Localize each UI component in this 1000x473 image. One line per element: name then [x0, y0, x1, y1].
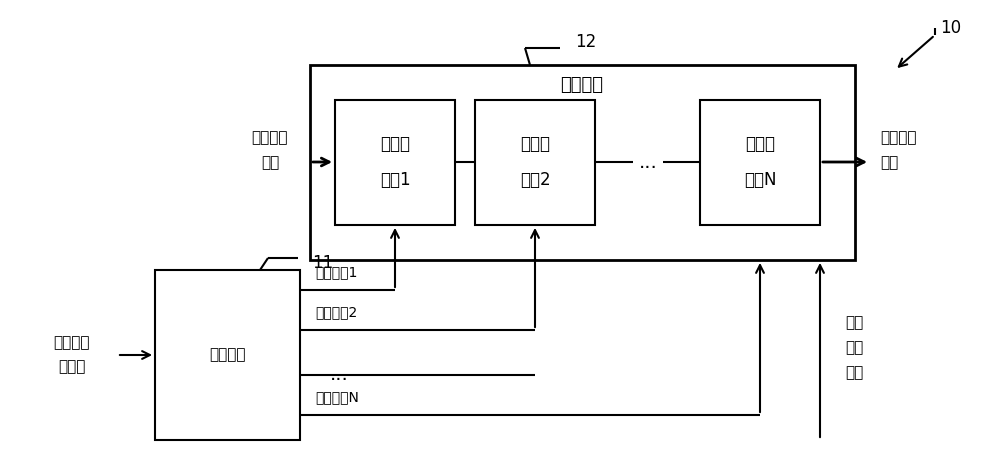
Text: 12: 12: [575, 33, 596, 51]
Text: 初始命令: 初始命令: [252, 131, 288, 146]
Text: 模块1: 模块1: [380, 172, 410, 190]
Bar: [155, 270, 300, 440]
Text: 延时模块: 延时模块: [560, 76, 604, 94]
Text: 信号: 信号: [880, 156, 898, 170]
Text: 外部: 外部: [845, 315, 863, 331]
Text: 译码信号1: 译码信号1: [315, 265, 357, 279]
Bar: [700, 100, 820, 225]
Text: 器信号: 器信号: [58, 359, 86, 375]
Text: 译码信号2: 译码信号2: [315, 305, 357, 319]
Text: 延时子: 延时子: [380, 135, 410, 154]
Text: 模块N: 模块N: [744, 172, 776, 190]
Text: 模式寄存: 模式寄存: [54, 335, 90, 350]
Text: 延时子: 延时子: [745, 135, 775, 154]
Text: 目标命令: 目标命令: [880, 131, 916, 146]
Text: ...: ...: [639, 152, 657, 172]
Text: ...: ...: [330, 366, 349, 385]
Text: 延时子: 延时子: [520, 135, 550, 154]
Text: 译码信号N: 译码信号N: [315, 390, 359, 404]
Text: 模块2: 模块2: [520, 172, 550, 190]
Text: 11: 11: [312, 254, 333, 272]
Text: 10: 10: [940, 19, 961, 37]
Text: 信号: 信号: [845, 366, 863, 380]
Text: 时钟: 时钟: [845, 341, 863, 356]
Bar: [335, 100, 455, 225]
Bar: [475, 100, 595, 225]
Text: 信号: 信号: [261, 156, 279, 170]
Text: 译码模块: 译码模块: [209, 348, 246, 362]
Bar: [310, 65, 855, 260]
